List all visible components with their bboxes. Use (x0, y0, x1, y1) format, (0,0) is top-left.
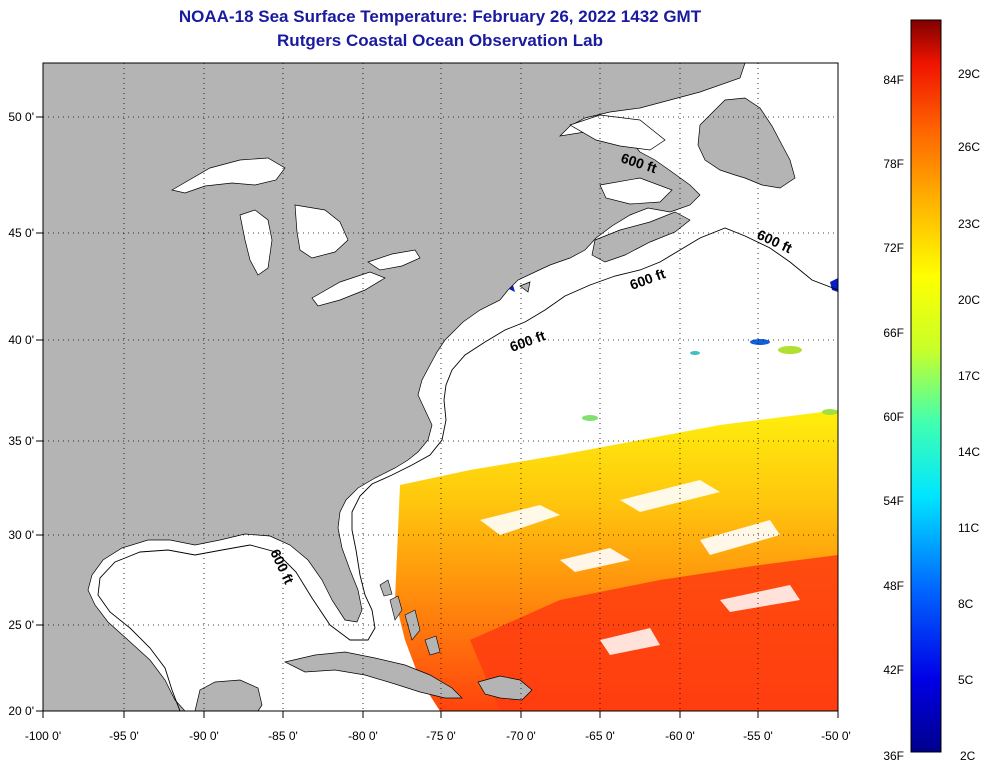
lon-label: -60 0' (665, 729, 695, 743)
longitude-labels: -100 0' -95 0' -90 0' -85 0' -80 0' -75 … (25, 729, 851, 743)
svg-text:84F: 84F (883, 73, 904, 87)
land-newfoundland (697, 97, 796, 189)
svg-text:8C: 8C (958, 597, 974, 611)
lon-label: -90 0' (189, 729, 219, 743)
colorbar: 84F 78F 72F 66F 60F 54F 48F 42F 36F 29C … (883, 19, 980, 763)
svg-text:66F: 66F (883, 326, 904, 340)
svg-text:48F: 48F (883, 579, 904, 593)
svg-text:20C: 20C (958, 293, 980, 307)
great-lakes (171, 157, 286, 194)
sst-patch (778, 346, 802, 354)
svg-text:5C: 5C (958, 673, 974, 687)
axis-ticks (36, 116, 839, 718)
lat-label: 30 0' (8, 528, 34, 542)
svg-text:26C: 26C (958, 140, 980, 154)
colorbar-gradient (910, 19, 942, 753)
svg-text:36F: 36F (883, 749, 904, 763)
sst-patch (750, 339, 770, 345)
lon-label: -65 0' (585, 729, 615, 743)
land-north-america (43, 63, 746, 711)
colorbar-c-labels: 29C 26C 23C 20C 17C 14C 11C 8C 5C 2C (958, 67, 980, 763)
svg-text:42F: 42F (883, 663, 904, 677)
svg-text:78F: 78F (883, 157, 904, 171)
lat-label: 45 0' (8, 226, 34, 240)
lat-label: 25 0' (8, 618, 34, 632)
lat-label: 35 0' (8, 434, 34, 448)
latitude-labels: 50 0' 45 0' 40 0' 35 0' 30 0' 25 0' 20 0… (8, 110, 34, 718)
svg-text:17C: 17C (958, 369, 980, 383)
land-yucatan (194, 679, 263, 711)
map-title: NOAA-18 Sea Surface Temperature: Februar… (178, 7, 702, 26)
svg-text:60F: 60F (883, 410, 904, 424)
lat-label: 50 0' (8, 110, 34, 124)
lon-label: -75 0' (426, 729, 456, 743)
svg-text:54F: 54F (883, 494, 904, 508)
svg-text:2C: 2C (960, 749, 976, 763)
sst-patch (582, 415, 598, 421)
sst-patch (822, 409, 838, 415)
lon-label: -55 0' (743, 729, 773, 743)
colorbar-f-labels: 84F 78F 72F 66F 60F 54F 48F 42F 36F (883, 73, 904, 763)
map-subtitle: Rutgers Coastal Ocean Observation Lab (277, 31, 603, 50)
lat-label: 40 0' (8, 333, 34, 347)
land-hispaniola (477, 675, 533, 701)
lat-label: 20 0' (8, 704, 34, 718)
sst-warm-core (470, 555, 838, 711)
lon-label: -70 0' (506, 729, 536, 743)
graticule (43, 63, 838, 711)
land-cuba (283, 651, 463, 699)
lon-label: -50 0' (821, 729, 851, 743)
depth-contour-600ft (97, 227, 838, 711)
lon-label: -95 0' (109, 729, 139, 743)
svg-text:11C: 11C (958, 521, 979, 535)
lon-label: -80 0' (348, 729, 378, 743)
lon-label: -85 0' (268, 729, 298, 743)
land-nova-scotia (591, 211, 691, 263)
svg-text:23C: 23C (958, 217, 980, 231)
svg-text:29C: 29C (958, 67, 980, 81)
lon-label: -100 0' (25, 729, 61, 743)
svg-text:72F: 72F (883, 241, 904, 255)
svg-text:14C: 14C (958, 445, 980, 459)
